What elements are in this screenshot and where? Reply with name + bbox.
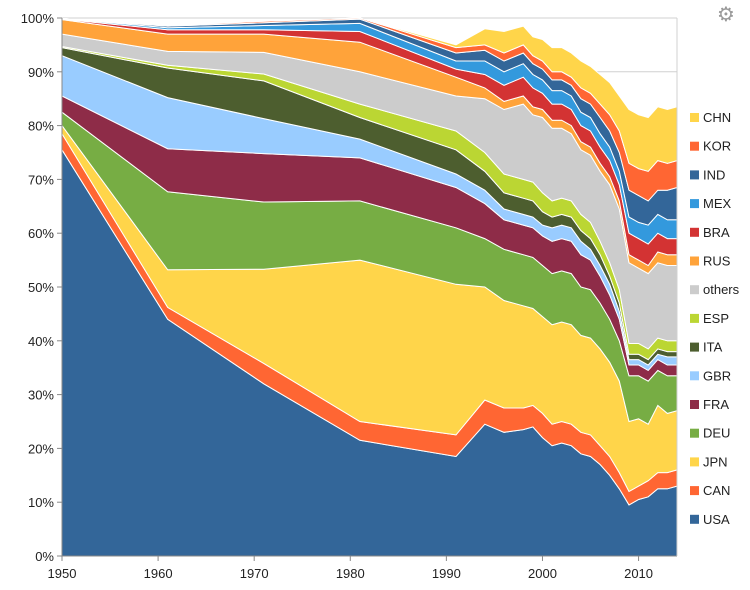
legend-item-ind[interactable]: IND <box>690 167 725 182</box>
legend-swatch <box>690 457 699 467</box>
y-tick-label: 10% <box>28 495 54 510</box>
y-tick-label: 70% <box>28 172 54 187</box>
legend-item-gbr[interactable]: GBR <box>690 368 731 383</box>
legend-swatch <box>690 342 699 352</box>
legend-label: DEU <box>703 426 730 441</box>
x-tick-label: 1990 <box>432 566 461 581</box>
legend-item-mex[interactable]: MEX <box>690 196 732 211</box>
legend-swatch <box>690 256 699 266</box>
legend-item-esp[interactable]: ESP <box>690 311 729 326</box>
legend-swatch <box>690 285 699 295</box>
y-tick-label: 40% <box>28 334 54 349</box>
legend-label: BRA <box>703 225 730 240</box>
legend-swatch <box>690 227 699 237</box>
legend-item-rus[interactable]: RUS <box>690 254 731 269</box>
legend-item-chn[interactable]: CHN <box>690 110 731 125</box>
x-tick-label: 2000 <box>528 566 557 581</box>
legend-swatch <box>690 113 699 122</box>
legend-swatch <box>690 170 699 180</box>
legend-item-usa[interactable]: USA <box>690 512 730 527</box>
legend-swatch <box>690 486 699 496</box>
legend-item-ita[interactable]: ITA <box>690 340 723 355</box>
x-tick-label: 1970 <box>240 566 269 581</box>
legend-swatch <box>690 199 699 209</box>
legend-label: ESP <box>703 311 729 326</box>
legend-item-kor[interactable]: KOR <box>690 139 731 154</box>
legend-label: JPN <box>703 454 728 469</box>
legend-label: CAN <box>703 483 730 498</box>
x-tick-label: 1980 <box>336 566 365 581</box>
y-tick-label: 30% <box>28 388 54 403</box>
y-tick-label: 0% <box>35 549 54 564</box>
y-tick-label: 80% <box>28 119 54 134</box>
legend-label: USA <box>703 512 730 527</box>
legend-label: RUS <box>703 254 731 269</box>
legend-item-bra[interactable]: BRA <box>690 225 730 240</box>
legend[interactable]: CHN KOR IND MEX BRA RUS others ESP ITA GBR FRA DEU J… <box>690 110 740 527</box>
legend-label: GBR <box>703 368 731 383</box>
gear-icon[interactable]: ⚙ <box>717 2 735 26</box>
legend-item-can[interactable]: CAN <box>690 483 730 498</box>
legend-label: CHN <box>703 110 731 125</box>
legend-label: ITA <box>703 340 723 355</box>
y-tick-label: 90% <box>28 65 54 80</box>
y-tick-label: 60% <box>28 226 54 241</box>
legend-item-others[interactable]: others <box>690 282 740 297</box>
y-axis-ticks: 0% 10% 20% 30% 40% 50% 60% 70% 80% 90% 100% <box>21 11 62 564</box>
legend-item-deu[interactable]: DEU <box>690 426 730 441</box>
legend-item-jpn[interactable]: JPN <box>690 454 728 469</box>
x-tick-label: 1960 <box>144 566 173 581</box>
legend-label: FRA <box>703 397 729 412</box>
y-tick-label: 100% <box>21 11 55 26</box>
legend-item-fra[interactable]: FRA <box>690 397 729 412</box>
legend-label: KOR <box>703 139 731 154</box>
area-series <box>61 17 678 557</box>
legend-swatch <box>690 514 699 524</box>
legend-swatch <box>690 371 699 381</box>
legend-label: others <box>703 282 740 297</box>
legend-label: IND <box>703 167 725 182</box>
x-tick-label: 2010 <box>624 566 653 581</box>
legend-swatch <box>690 428 699 438</box>
y-tick-label: 50% <box>28 280 54 295</box>
y-tick-label: 20% <box>28 441 54 456</box>
legend-swatch <box>690 400 699 409</box>
legend-swatch <box>690 141 699 151</box>
legend-label: MEX <box>703 196 732 211</box>
x-axis-ticks: 1950 1960 1970 1980 1990 2000 2010 <box>48 556 653 581</box>
legend-swatch <box>690 313 699 323</box>
x-tick-label: 1950 <box>48 566 77 581</box>
